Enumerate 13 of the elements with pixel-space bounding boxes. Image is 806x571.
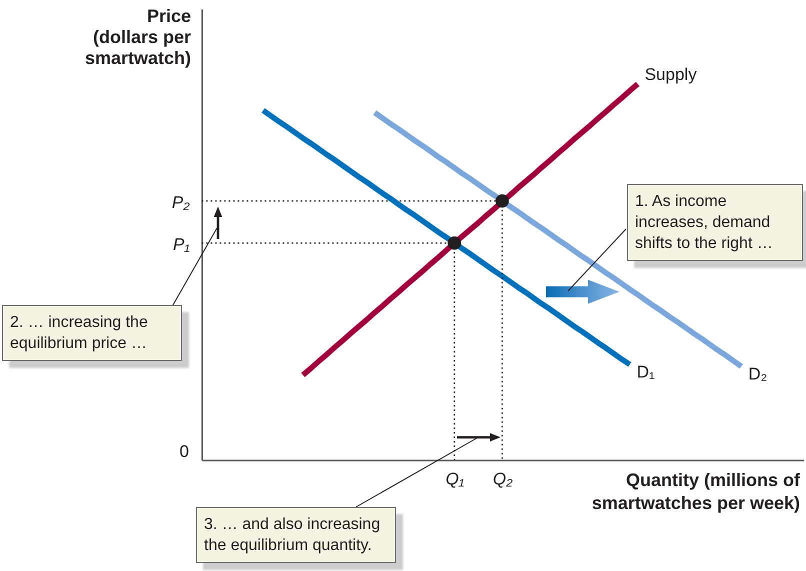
text: 2. … increasing the equilibrium price …	[2, 305, 182, 361]
x-tick-label: Q₂	[492, 470, 514, 488]
series-label: Supply	[644, 65, 698, 84]
x-tick-label: Q₁	[446, 470, 464, 488]
y-axis-title: Price (dollars per smartwatch)	[84, 6, 191, 69]
annotation: 1. As income increases, demand shifts to the right …	[627, 184, 803, 261]
series-label: D₂	[748, 364, 768, 384]
text: 0	[178, 442, 189, 462]
text: 3. … and also increasing the equilibrium quantity.	[196, 507, 396, 563]
ref-line-label: P₁	[172, 235, 190, 254]
series-label: D₁	[636, 362, 656, 382]
ref-line-label: P₂	[172, 192, 190, 212]
x-axis-title: Quantity (millions of smartwatches per week)	[590, 469, 800, 515]
